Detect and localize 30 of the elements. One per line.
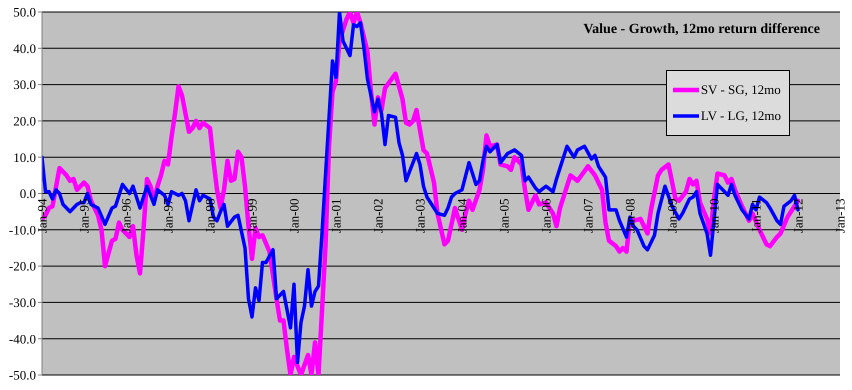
y-tick-label: 30.0	[13, 77, 36, 92]
x-tick-label: Jan-03	[412, 198, 428, 234]
y-tick-label: 0.0	[20, 186, 36, 202]
x-tick-label: Jan-09	[664, 198, 680, 234]
y-tick-label: -30.0	[8, 295, 36, 310]
y-tick-label: 10.0	[13, 150, 36, 165]
text: Value - Growth, 12mo return difference	[583, 22, 820, 38]
x-tick-label: Jan-11	[748, 198, 764, 233]
x-tick-label: Jan-06	[538, 198, 554, 234]
y-tick-label: 20.0	[13, 114, 36, 129]
x-tick-label: Jan-02	[370, 198, 386, 234]
x-tick-label: Jan-08	[622, 198, 638, 234]
y-tick-label: 40.0	[13, 40, 36, 56]
x-tick-label: Jan-99	[244, 198, 260, 234]
x-tick-label: Jan-96	[118, 198, 134, 234]
legend-label: LV - LG, 12mo	[700, 107, 781, 125]
legend-label: SV - SG, 12mo	[700, 81, 781, 99]
x-tick-label: Jan-00	[286, 198, 302, 234]
y-tick-label: 50.0	[13, 4, 36, 20]
x-tick-label: Jan-05	[496, 198, 512, 234]
y-tick-label: -20.0	[8, 258, 36, 274]
x-tick-label: Jan-04	[454, 198, 470, 234]
y-tick-label: -40.0	[8, 331, 36, 346]
x-tick-label: Jan-13	[832, 198, 848, 234]
x-tick-label: Jan-98	[202, 198, 218, 234]
y-tick-label: -50.0	[8, 368, 36, 383]
x-tick-label: Jan-94	[34, 198, 50, 234]
x-tick-label: Jan-10	[706, 198, 722, 234]
x-tick-label: Jan-95	[76, 198, 92, 234]
y-tick-label: -10.0	[8, 222, 36, 238]
